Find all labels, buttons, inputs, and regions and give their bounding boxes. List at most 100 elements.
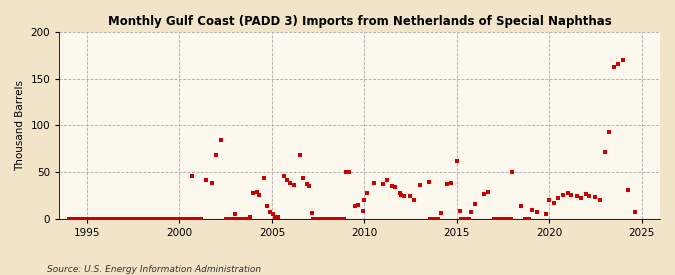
Point bbox=[603, 130, 614, 134]
Point bbox=[308, 217, 319, 221]
Point bbox=[433, 217, 443, 221]
Point bbox=[340, 170, 351, 174]
Point bbox=[519, 217, 530, 221]
Point bbox=[590, 195, 601, 200]
Point bbox=[236, 217, 246, 221]
Point bbox=[220, 217, 231, 221]
Point bbox=[179, 217, 190, 221]
Point bbox=[168, 217, 179, 221]
Point bbox=[436, 211, 447, 216]
Point bbox=[599, 149, 610, 154]
Point bbox=[262, 204, 273, 208]
Point bbox=[108, 217, 119, 221]
Point bbox=[89, 217, 100, 221]
Point bbox=[458, 217, 468, 221]
Point bbox=[282, 177, 293, 182]
Point bbox=[548, 201, 559, 205]
Point bbox=[279, 174, 290, 178]
Point bbox=[504, 217, 514, 221]
Point bbox=[359, 198, 370, 202]
Point bbox=[387, 184, 398, 188]
Point bbox=[572, 193, 583, 198]
Point bbox=[163, 217, 174, 221]
Point bbox=[456, 217, 466, 221]
Point bbox=[321, 217, 331, 221]
Point bbox=[490, 217, 501, 221]
Point bbox=[622, 188, 633, 192]
Point bbox=[302, 182, 313, 186]
Point bbox=[70, 217, 80, 221]
Point bbox=[543, 198, 554, 202]
Point bbox=[111, 217, 122, 221]
Point bbox=[531, 210, 542, 214]
Point bbox=[460, 217, 471, 221]
Point bbox=[526, 207, 537, 212]
Point bbox=[245, 215, 256, 219]
Point bbox=[186, 217, 197, 221]
Point bbox=[408, 198, 419, 202]
Point bbox=[501, 217, 512, 221]
Point bbox=[248, 191, 259, 195]
Point bbox=[71, 217, 82, 221]
Point bbox=[259, 176, 269, 180]
Point bbox=[446, 181, 456, 186]
Point bbox=[91, 217, 102, 221]
Point bbox=[335, 217, 346, 221]
Point bbox=[273, 215, 284, 219]
Point bbox=[329, 217, 340, 221]
Point bbox=[174, 217, 185, 221]
Point bbox=[362, 191, 373, 195]
Point bbox=[99, 217, 109, 221]
Point bbox=[394, 191, 405, 195]
Point bbox=[186, 174, 197, 178]
Point bbox=[357, 209, 368, 214]
Point bbox=[494, 217, 505, 221]
Point bbox=[78, 217, 89, 221]
Title: Monthly Gulf Coast (PADD 3) Imports from Netherlands of Special Naphthas: Monthly Gulf Coast (PADD 3) Imports from… bbox=[108, 15, 612, 28]
Point bbox=[184, 217, 194, 221]
Point bbox=[100, 217, 111, 221]
Point bbox=[405, 193, 416, 198]
Point bbox=[142, 217, 153, 221]
Point bbox=[120, 217, 131, 221]
Point bbox=[496, 217, 507, 221]
Point bbox=[166, 217, 177, 221]
Point bbox=[464, 217, 475, 221]
Point bbox=[173, 217, 184, 221]
Point bbox=[86, 217, 97, 221]
Point bbox=[268, 212, 279, 216]
Point bbox=[541, 212, 551, 216]
Point bbox=[169, 217, 180, 221]
Point bbox=[211, 153, 222, 158]
Point bbox=[338, 217, 348, 221]
Point bbox=[431, 217, 442, 221]
Point bbox=[92, 217, 103, 221]
Point bbox=[194, 217, 205, 221]
Point bbox=[94, 217, 105, 221]
Point bbox=[353, 203, 364, 207]
Point bbox=[124, 217, 134, 221]
Point bbox=[136, 217, 146, 221]
Point bbox=[103, 217, 114, 221]
Point bbox=[171, 217, 182, 221]
Point bbox=[584, 193, 595, 198]
Point bbox=[491, 217, 502, 221]
Point bbox=[138, 217, 149, 221]
Point bbox=[188, 217, 198, 221]
Point bbox=[562, 191, 573, 195]
Point bbox=[254, 192, 265, 197]
Point bbox=[459, 217, 470, 221]
Point bbox=[145, 217, 156, 221]
Point bbox=[74, 217, 85, 221]
Point bbox=[196, 217, 207, 221]
Point bbox=[72, 217, 83, 221]
Point bbox=[553, 196, 564, 200]
Point bbox=[176, 217, 186, 221]
Point bbox=[414, 183, 425, 188]
Point bbox=[580, 191, 591, 196]
Point bbox=[143, 217, 154, 221]
Point bbox=[113, 217, 124, 221]
Point bbox=[215, 138, 226, 143]
Point bbox=[334, 217, 345, 221]
Point bbox=[502, 217, 513, 221]
